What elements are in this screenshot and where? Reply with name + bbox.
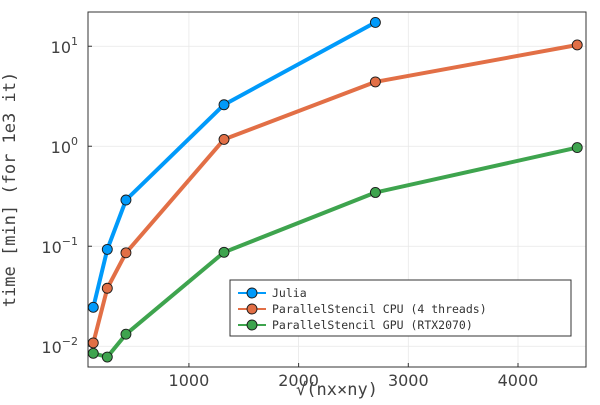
data-point [87, 301, 99, 313]
x-tick-label: 2000 [278, 371, 319, 390]
data-point [101, 282, 113, 294]
data-point [120, 247, 132, 259]
legend-box [229, 279, 572, 337]
y-tick-exponent: 1 [71, 35, 78, 48]
legend-item: ParallelStencil GPU (RTX2070) [238, 318, 473, 332]
y-tick-exponent: −1 [62, 235, 78, 248]
x-tick-label: 3000 [388, 371, 429, 390]
grid [88, 12, 586, 367]
data-point [218, 246, 230, 258]
data-point [101, 243, 113, 255]
series-line [91, 20, 378, 310]
y-tick-exponent: −2 [62, 335, 78, 348]
legend-item: Julia [238, 286, 307, 300]
y-tick-base: 10 [51, 38, 71, 57]
data-point [369, 16, 381, 28]
plot-frame [87, 11, 587, 368]
legend-swatch-marker [246, 319, 258, 331]
y-tick-base: 10 [51, 138, 71, 157]
legend-label: Julia [272, 286, 307, 300]
legend-swatch-marker [246, 303, 258, 315]
data-point [218, 99, 230, 111]
data-point [571, 39, 583, 51]
x-axis-title: √(nx×ny) [296, 380, 378, 400]
legend-item: ParallelStencil CPU (4 threads) [238, 302, 487, 316]
data-point [218, 133, 230, 145]
data-point [101, 351, 113, 363]
data-point [369, 187, 381, 198]
y-tick-label: 10−1 [41, 235, 78, 257]
y-tick-label: 10−2 [41, 335, 78, 357]
data-point [120, 194, 132, 206]
series [87, 16, 583, 363]
y-axis-title: time [min] (for 1e3 it) [0, 72, 20, 307]
data-point [87, 337, 99, 349]
data-point [87, 347, 99, 359]
data-point [571, 142, 583, 154]
y-tick-base: 10 [41, 338, 61, 357]
legend-label: ParallelStencil CPU (4 threads) [272, 302, 487, 316]
y-tick-exponent: 0 [71, 135, 78, 148]
y-tick-base: 10 [41, 238, 61, 257]
series-1 [87, 16, 381, 313]
y-tick-label: 100 [51, 135, 78, 157]
series-3 [87, 142, 583, 363]
series-line [91, 43, 580, 345]
legend-label: ParallelStencil GPU (RTX2070) [272, 318, 473, 332]
data-point [120, 328, 132, 340]
x-tick-label: 1000 [169, 371, 210, 390]
legend: Julia ParallelStencil CPU (4 threads) Para… [229, 279, 572, 337]
y-tick-label: 101 [51, 35, 78, 57]
legend-swatch-marker [246, 287, 258, 299]
x-tick-label: 4000 [498, 371, 539, 390]
data-point [369, 76, 381, 88]
